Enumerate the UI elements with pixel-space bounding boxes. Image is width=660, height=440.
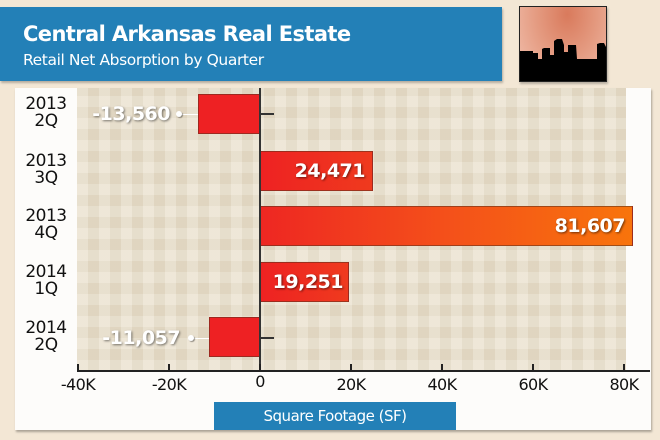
tick-label: 0 (255, 372, 265, 391)
row-label: 2014 1Q (25, 262, 67, 299)
bar-value-label: 81,607 (554, 215, 626, 237)
tick (532, 364, 534, 371)
tick-label: 40K (427, 375, 457, 394)
header-banner: Central Arkansas Real Estate Retail Net … (0, 7, 502, 81)
bar-2014-2q (209, 317, 260, 357)
tick-label: 20K (336, 375, 366, 394)
city-skyline-icon (519, 6, 607, 82)
bar-2014-1q: 19,251 (260, 262, 349, 302)
tick (168, 364, 170, 371)
tick-label: -20K (151, 375, 187, 394)
row-label: 2013 2Q (25, 94, 67, 131)
zero-stub (260, 113, 274, 115)
zero-line (259, 88, 261, 371)
tick-label: 80K (609, 375, 639, 394)
tick (259, 364, 261, 371)
chart-subtitle: Retail Net Absorption by Quarter (23, 51, 264, 69)
bar-value-label: -11,057 (102, 327, 180, 349)
x-axis-title: Square Footage (SF) (214, 402, 456, 430)
bar-2013-4q: 81,607 (260, 206, 633, 246)
tick (441, 364, 443, 371)
label-connector (180, 114, 198, 115)
bar-2013-3q: 24,471 (260, 151, 373, 191)
chart-title: Central Arkansas Real Estate (23, 22, 351, 46)
label-dot (188, 335, 194, 341)
bar-2013-2q (198, 94, 260, 134)
label-connector (192, 338, 209, 339)
bar-value-label: 19,251 (272, 271, 344, 293)
zero-stub (260, 337, 274, 339)
label-dot (176, 111, 182, 117)
row-label: 2014 2Q (25, 318, 67, 355)
tick (623, 364, 625, 371)
x-axis (77, 370, 650, 372)
bar-value-label: -13,560 (92, 103, 170, 125)
bar-value-label: 24,471 (294, 160, 366, 182)
tick-label: 60K (518, 375, 548, 394)
tick (77, 364, 79, 371)
tick (350, 364, 352, 371)
row-label: 2013 3Q (25, 151, 67, 188)
tick-label: -40K (60, 375, 96, 394)
row-label: 2013 4Q (25, 206, 67, 243)
